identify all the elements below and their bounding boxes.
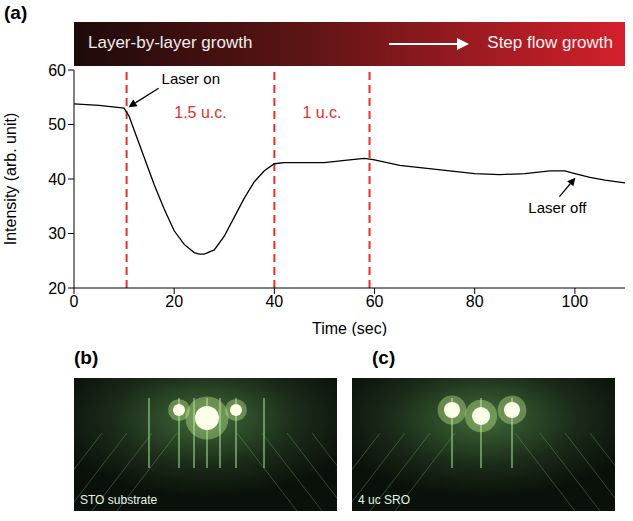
svg-text:100: 100 bbox=[562, 293, 589, 310]
svg-text:40: 40 bbox=[48, 171, 66, 188]
svg-text:20: 20 bbox=[48, 280, 66, 297]
html-text:Layer-by-layer growth: Layer-by-layer growth bbox=[88, 33, 253, 52]
html-text:(b): (b) bbox=[74, 347, 99, 368]
svg-text:1.5 u.c.: 1.5 u.c. bbox=[174, 104, 226, 121]
svg-text:60: 60 bbox=[48, 62, 66, 79]
svg-text:4 uc SRO: 4 uc SRO bbox=[358, 493, 410, 507]
svg-text:20: 20 bbox=[165, 293, 183, 310]
html-text:(c): (c) bbox=[372, 347, 396, 368]
svg-text:30: 30 bbox=[48, 225, 66, 242]
html-text:Step flow growth: Step flow growth bbox=[487, 33, 613, 52]
svg-text:Laser on: Laser on bbox=[162, 70, 220, 87]
svg-text:80: 80 bbox=[466, 293, 484, 310]
svg-text:50: 50 bbox=[48, 116, 66, 133]
svg-text:Intensity (arb. unit): Intensity (arb. unit) bbox=[2, 113, 19, 246]
svg-text:0: 0 bbox=[70, 293, 79, 310]
svg-text:Time (sec): Time (sec) bbox=[312, 320, 387, 336]
svg-text:1 u.c.: 1 u.c. bbox=[302, 104, 341, 121]
svg-text:60: 60 bbox=[366, 293, 384, 310]
svg-text:Laser off: Laser off bbox=[528, 199, 587, 216]
svg-text:40: 40 bbox=[265, 293, 283, 310]
svg-text:STO substrate: STO substrate bbox=[80, 493, 157, 507]
html-text:(a): (a) bbox=[4, 2, 28, 23]
